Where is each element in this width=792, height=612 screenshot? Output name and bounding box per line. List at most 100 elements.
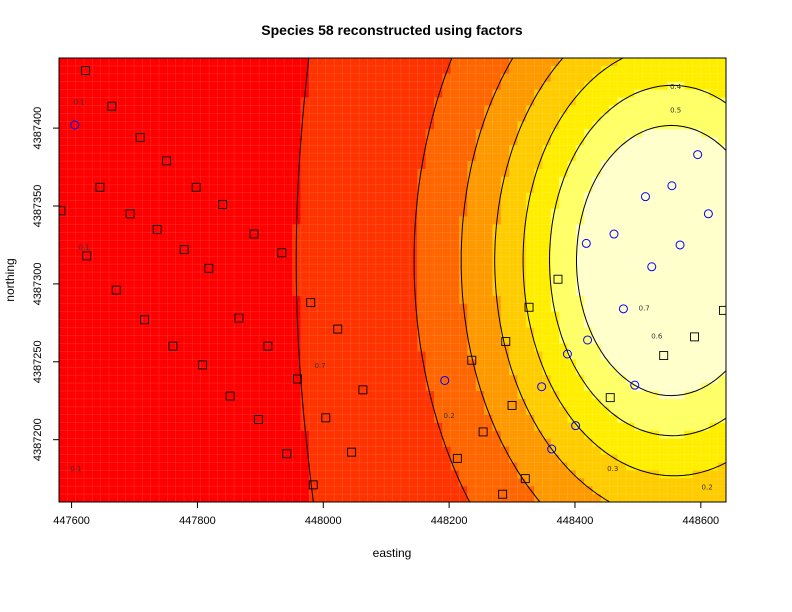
heatmap-cell <box>675 383 685 392</box>
heatmap-cell <box>542 256 552 265</box>
heatmap-cell <box>367 414 377 424</box>
heatmap-cell <box>367 73 377 83</box>
heatmap-cell <box>550 272 560 281</box>
heatmap-cell <box>667 398 677 408</box>
heatmap-cell <box>467 454 477 463</box>
heatmap-cell <box>409 105 419 115</box>
heatmap-cell <box>92 367 102 376</box>
heatmap-cell <box>300 351 310 360</box>
heatmap-cell <box>359 58 369 67</box>
heatmap-cell <box>67 161 77 170</box>
heatmap-cell <box>575 121 585 130</box>
heatmap-cell <box>700 256 710 265</box>
heatmap-cell <box>159 184 168 194</box>
heatmap-cell <box>209 169 219 178</box>
heatmap-cell <box>675 256 685 265</box>
heatmap-cell <box>534 470 544 479</box>
heatmap-cell <box>475 295 485 305</box>
heatmap-cell <box>417 335 427 345</box>
heatmap-cell <box>509 256 519 265</box>
heatmap-cell <box>417 287 427 297</box>
heatmap-cell <box>284 216 294 226</box>
heatmap-cell <box>184 311 193 321</box>
heatmap-cell <box>275 121 285 130</box>
heatmap-cell <box>334 113 344 123</box>
heatmap-cell <box>692 343 702 352</box>
heatmap-cell <box>225 232 235 241</box>
heatmap-cell <box>292 430 302 440</box>
heatmap-cell <box>342 89 352 99</box>
heatmap-cell <box>317 129 327 138</box>
heatmap-cell <box>325 176 335 186</box>
heatmap-cell <box>109 351 118 360</box>
heatmap-cell <box>159 113 168 123</box>
heatmap-cell <box>142 398 152 408</box>
heatmap-cell <box>200 470 210 479</box>
heatmap-cell <box>375 73 385 83</box>
heatmap-cell <box>509 414 519 424</box>
heatmap-cell <box>534 65 544 75</box>
heatmap-cell <box>242 216 252 226</box>
heatmap-cell <box>584 58 594 67</box>
heatmap-cell <box>425 129 435 138</box>
heatmap-cell <box>409 486 419 495</box>
heatmap-cell <box>625 73 635 83</box>
heatmap-cell <box>517 398 527 408</box>
heatmap-cell <box>450 359 460 368</box>
heatmap-cell <box>609 446 619 456</box>
heatmap-cell <box>109 406 118 416</box>
heatmap-cell <box>559 478 569 487</box>
heatmap-cell <box>342 161 352 170</box>
heatmap-cell <box>425 272 435 281</box>
heatmap-cell <box>100 137 110 146</box>
heatmap-cell <box>575 335 585 345</box>
heatmap-cell <box>350 240 360 249</box>
heatmap-cell <box>67 454 77 463</box>
heatmap-cell <box>450 494 460 502</box>
heatmap-cell <box>567 232 577 241</box>
heatmap-cell <box>375 280 385 289</box>
heatmap-cell <box>200 200 210 210</box>
heatmap-cell <box>375 430 385 440</box>
heatmap-cell <box>317 176 327 186</box>
heatmap-cell <box>584 81 594 91</box>
heatmap-cell <box>84 89 93 99</box>
heatmap-cell <box>359 287 369 297</box>
heatmap-cell <box>409 81 419 91</box>
heatmap-cell <box>134 454 143 463</box>
heatmap-cell <box>675 58 685 67</box>
heatmap-cell <box>509 430 519 440</box>
heatmap-cell <box>100 406 110 416</box>
heatmap-cell <box>692 422 702 432</box>
heatmap-cell <box>650 343 660 352</box>
heatmap-cell <box>684 343 694 352</box>
heatmap-cell <box>525 224 535 234</box>
heatmap-cell <box>400 398 410 408</box>
heatmap-cell <box>275 192 285 202</box>
heatmap-cell <box>625 406 635 416</box>
heatmap-cell <box>600 311 610 321</box>
heatmap-cell <box>292 367 302 376</box>
heatmap-cell <box>384 65 394 75</box>
heatmap-cell <box>225 161 235 170</box>
heatmap-cell <box>184 272 193 281</box>
circle-point <box>640 192 650 202</box>
heatmap-cell <box>384 145 394 154</box>
heatmap-cell <box>342 137 352 146</box>
heatmap-cell <box>667 248 677 257</box>
heatmap-cell <box>334 430 344 440</box>
heatmap-cell <box>567 208 577 218</box>
heatmap-cell <box>700 359 710 368</box>
heatmap-cell <box>334 454 344 463</box>
heatmap-cell <box>309 478 319 487</box>
heatmap-cell <box>267 303 277 313</box>
heatmap-cell <box>150 303 160 313</box>
heatmap-cell <box>117 129 127 138</box>
heatmap-cell <box>592 375 602 384</box>
heatmap-cell <box>509 176 519 186</box>
heatmap-cell <box>367 280 377 289</box>
heatmap-cell <box>234 97 244 107</box>
heatmap-cell <box>542 97 552 107</box>
heatmap-cell <box>167 343 177 352</box>
heatmap-cell <box>534 200 544 210</box>
